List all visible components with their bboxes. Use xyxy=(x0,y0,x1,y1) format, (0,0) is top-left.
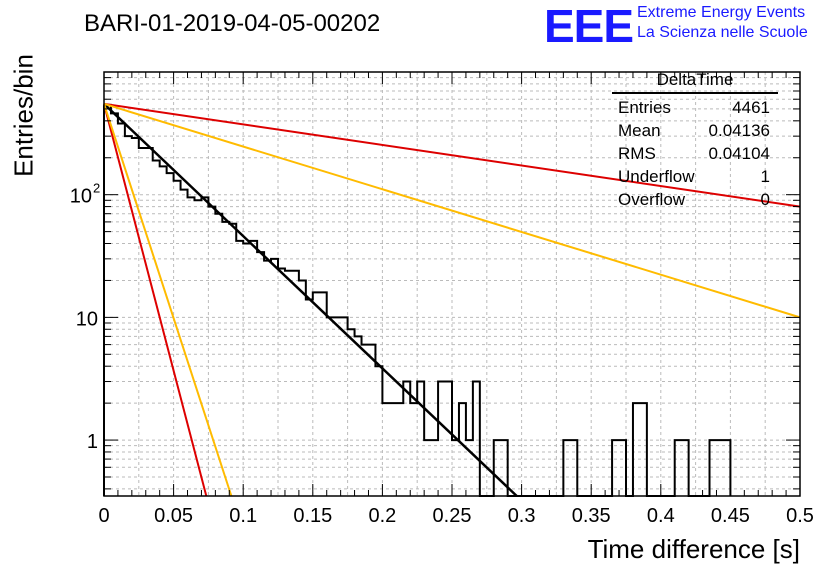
stats-row: Underflow 1 xyxy=(612,165,778,188)
stats-title: DeltaTime xyxy=(612,70,778,94)
x-tick-label: 0.2 xyxy=(368,505,396,527)
x-axis-label: Time difference [s] xyxy=(587,534,800,564)
stats-row: Overflow 0 xyxy=(612,188,778,211)
stats-value: 0.04136 xyxy=(708,121,770,140)
x-tick-label: 0.35 xyxy=(572,505,611,527)
x-tick-label: 0.4 xyxy=(647,505,675,527)
eee-logo: EEE xyxy=(544,0,634,52)
y-tick-label-exponent: 2 xyxy=(93,181,100,196)
stats-label: Overflow xyxy=(618,190,686,209)
stats-row: Mean 0.04136 xyxy=(612,119,778,142)
x-tick-label: 0.1 xyxy=(229,505,257,527)
x-tick-labels: 0 0.05 0.1 0.15 0.2 0.25 0.3 0.35 0.4 0.45 0.5 xyxy=(98,505,813,527)
logo-line-1: Extreme Energy Events xyxy=(637,4,806,21)
x-tick-label: 0.45 xyxy=(711,505,750,527)
stats-box: DeltaTime Entries 4461 Mean 0.04136 RMS … xyxy=(612,70,778,211)
fit-line xyxy=(103,102,518,497)
x-tick-label: 0.25 xyxy=(433,505,472,527)
stats-label: RMS xyxy=(618,144,656,163)
y-tick-label: 10 xyxy=(70,186,92,208)
stats-label: Entries xyxy=(618,98,671,117)
fit-line xyxy=(103,103,208,497)
fit-lines xyxy=(103,102,801,497)
fit-line xyxy=(103,103,233,497)
fit-line xyxy=(103,102,801,208)
stats-row: RMS 0.04104 xyxy=(612,142,778,165)
fit-line xyxy=(103,102,801,319)
y-axis-label: Entries/bin xyxy=(8,54,39,177)
x-tick-label: 0.5 xyxy=(786,505,814,527)
stats-label: Underflow xyxy=(618,167,695,186)
y-tick-label: 1 xyxy=(87,431,98,453)
x-tick-label: 0 xyxy=(98,505,109,527)
stats-value: 0 xyxy=(760,190,770,209)
x-tick-label: 0.05 xyxy=(154,505,193,527)
stats-value: 0.04104 xyxy=(708,144,770,163)
axis-ticks xyxy=(103,72,801,496)
chart-title: BARI-01-2019-04-05-00202 xyxy=(84,10,381,37)
stats-value: 1 xyxy=(760,167,770,186)
stats-label: Mean xyxy=(618,121,661,140)
y-tick-label: 10 xyxy=(76,308,98,330)
x-tick-label: 0.15 xyxy=(293,505,332,527)
stats-value: 4461 xyxy=(732,98,770,117)
stats-row: Entries 4461 xyxy=(612,96,778,119)
logo-line-2: La Scienza nelle Scuole xyxy=(637,24,808,41)
x-tick-label: 0.3 xyxy=(508,505,536,527)
